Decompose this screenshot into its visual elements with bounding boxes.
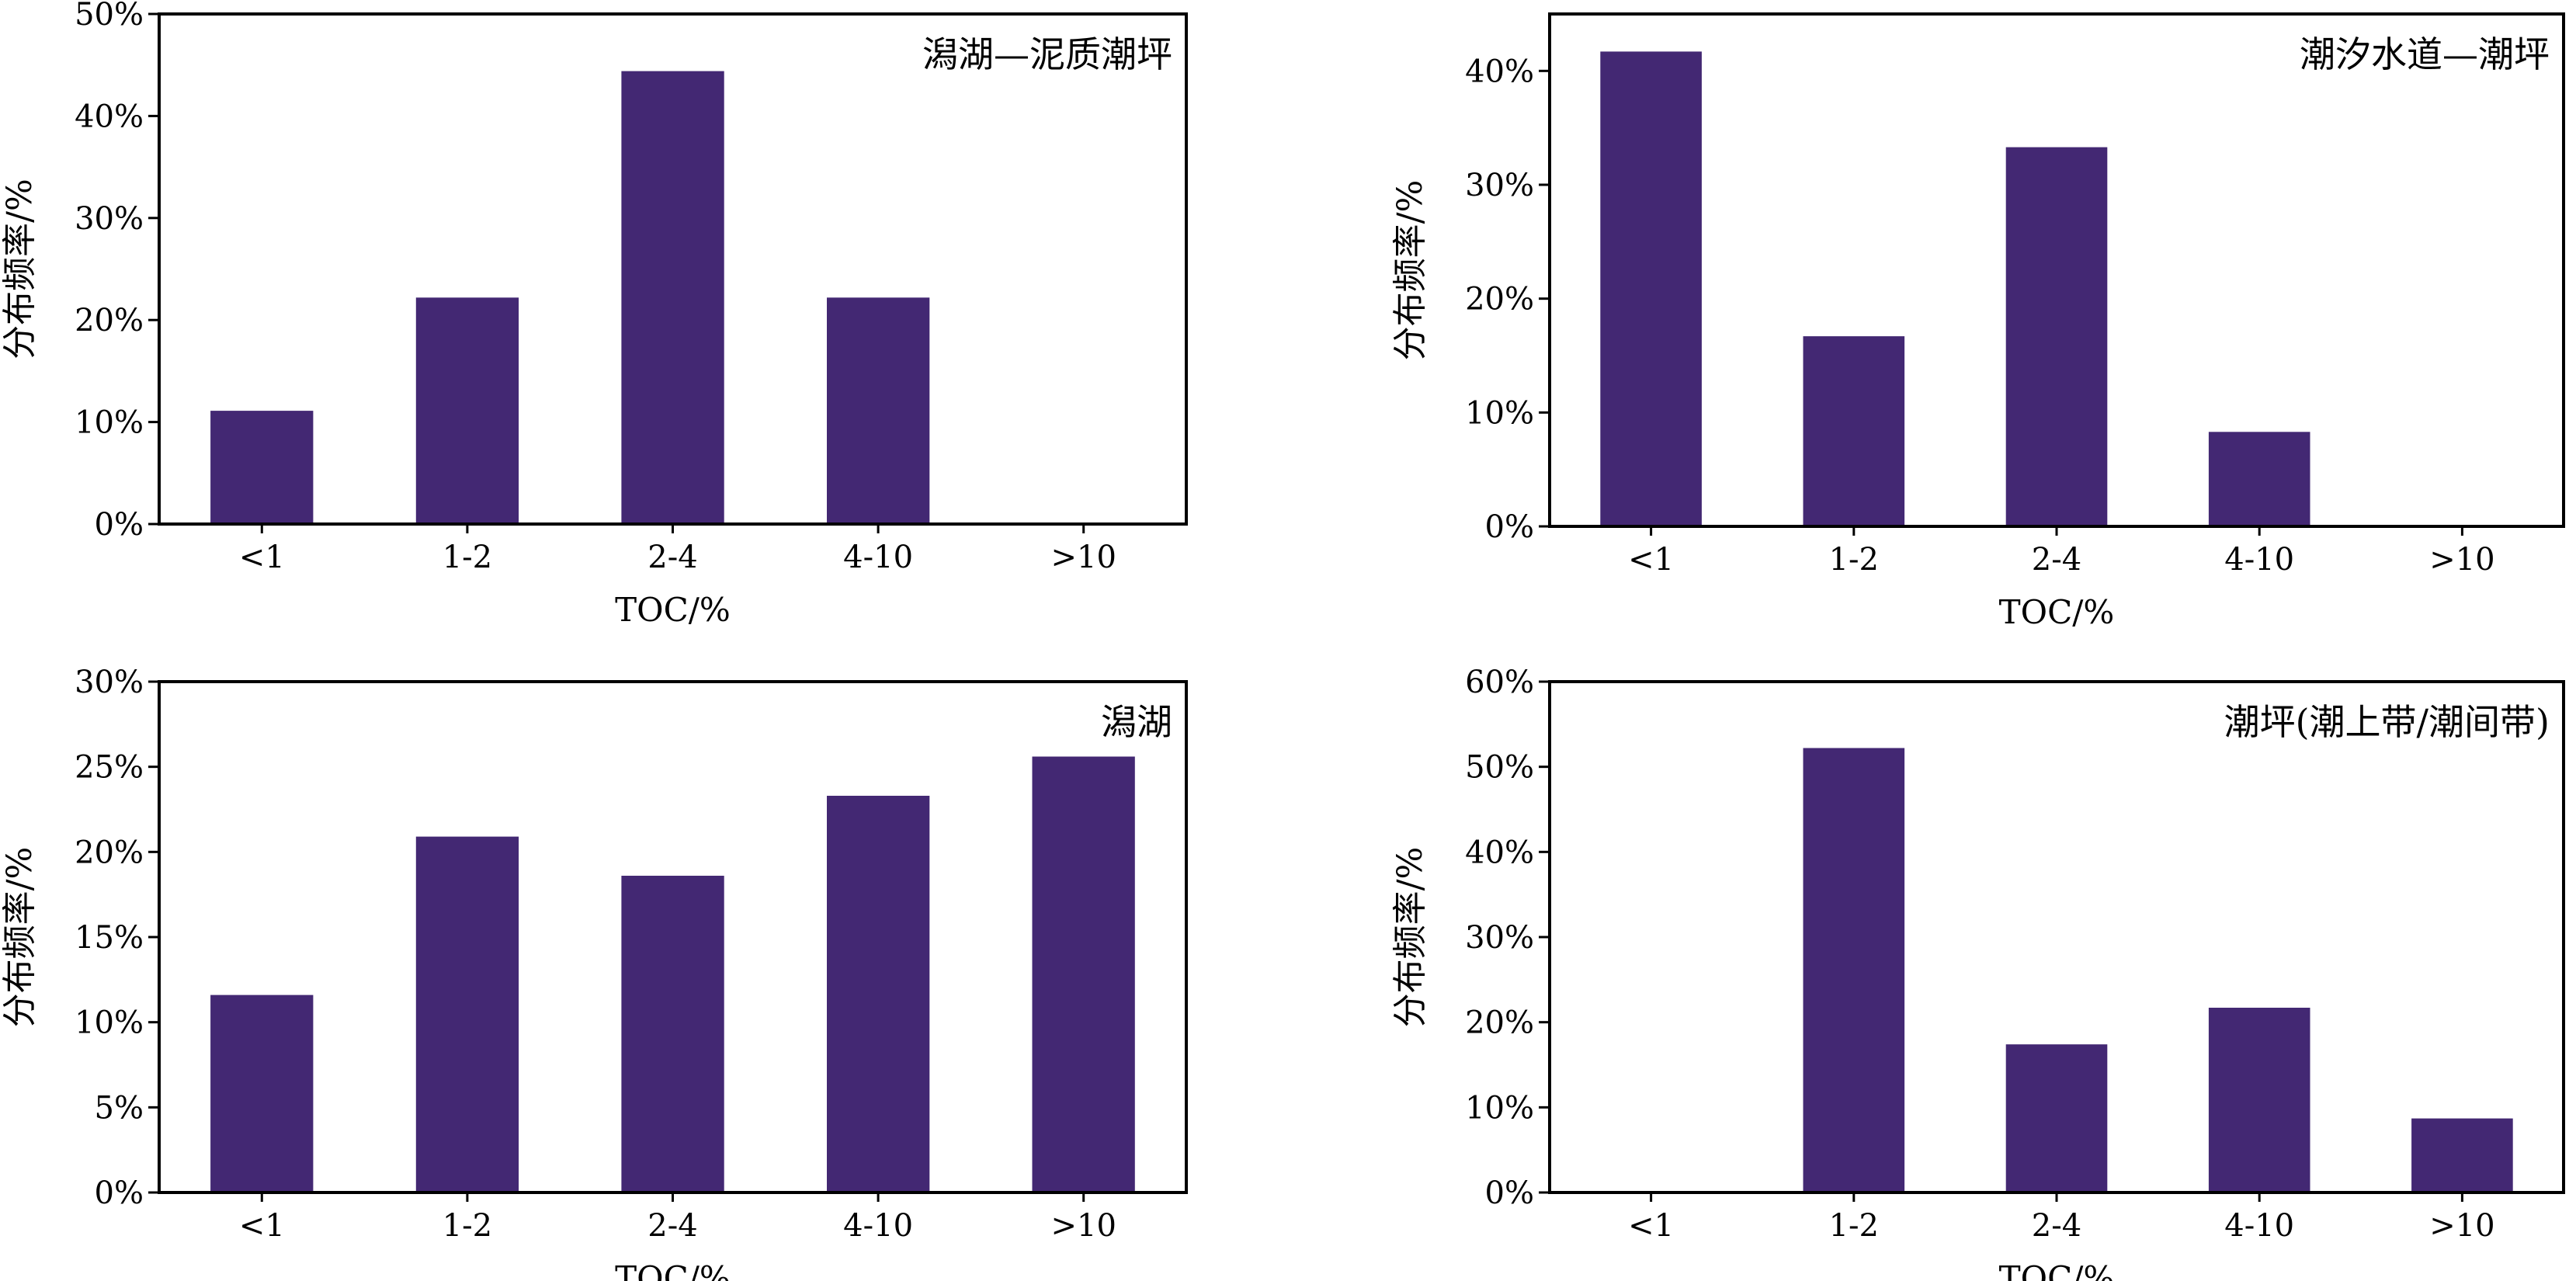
y-axis-label: 分布频率/% bbox=[0, 179, 40, 359]
y-tick-label: 40% bbox=[75, 99, 144, 134]
y-axis-label: 分布频率/% bbox=[0, 847, 40, 1028]
y-tick-label: 30% bbox=[75, 201, 144, 237]
panel-title: 潟湖—泥质潮坪 bbox=[922, 33, 1172, 75]
x-axis-label: TOC/% bbox=[615, 1259, 731, 1281]
x-tick-label: 2-4 bbox=[2032, 542, 2081, 578]
bar-3-3 bbox=[621, 876, 724, 1192]
panel-title: 潮坪(潮上带/潮间带) bbox=[2224, 701, 2550, 743]
panel-title: 潟湖 bbox=[1101, 701, 1172, 743]
y-tick-label: 5% bbox=[95, 1090, 144, 1126]
bar-4-3 bbox=[2005, 1044, 2108, 1192]
y-tick-label: 10% bbox=[1465, 395, 1534, 431]
y-tick-label: 30% bbox=[75, 665, 144, 700]
bar-2-4 bbox=[2208, 432, 2310, 526]
x-tick-label: 2-4 bbox=[647, 1208, 697, 1244]
y-axis-label: 分布频率/% bbox=[1390, 847, 1430, 1028]
bar-1-4 bbox=[827, 297, 930, 524]
bar-1-1 bbox=[210, 411, 314, 524]
x-tick-label: <1 bbox=[239, 1208, 285, 1244]
bar-3-1 bbox=[210, 995, 314, 1192]
x-tick-label: >10 bbox=[1050, 1208, 1116, 1244]
x-tick-label: >10 bbox=[1050, 540, 1116, 575]
x-tick-label: 1-2 bbox=[1829, 542, 1879, 578]
chart-panel-3: 0% 5% 10% 15% 20% 25% 30% <1 1-2 2-4 4-10 >10 TOC/% 分… bbox=[0, 665, 1188, 1281]
y-tick-label: 10% bbox=[1465, 1090, 1534, 1126]
y-tick-label: 20% bbox=[75, 835, 144, 870]
bar-1-2 bbox=[415, 297, 519, 524]
bar-2-1 bbox=[1600, 51, 1702, 526]
bar-3-2 bbox=[415, 836, 519, 1192]
bar-2-3 bbox=[2005, 147, 2108, 526]
y-tick-label: 40% bbox=[1465, 835, 1534, 870]
x-tick-label: 4-10 bbox=[2224, 542, 2294, 578]
x-axis-label: TOC/% bbox=[615, 591, 731, 629]
y-tick-label: 50% bbox=[1465, 750, 1534, 786]
y-tick-label: 0% bbox=[95, 1175, 144, 1211]
y-tick-label: 40% bbox=[1465, 54, 1534, 89]
y-tick-label: 0% bbox=[1485, 1175, 1534, 1211]
y-tick-label: 0% bbox=[95, 507, 144, 543]
x-axis-label: TOC/% bbox=[1999, 1259, 2115, 1281]
y-tick-label: 10% bbox=[75, 405, 144, 441]
x-tick-label: <1 bbox=[239, 540, 285, 575]
bar-3-4 bbox=[827, 796, 930, 1192]
y-tick-label: 50% bbox=[75, 0, 144, 33]
bar-3-5 bbox=[1032, 756, 1135, 1192]
y-tick-label: 20% bbox=[75, 303, 144, 338]
bar-4-2 bbox=[1803, 748, 1905, 1192]
x-tick-label: 2-4 bbox=[2032, 1208, 2081, 1244]
x-axis-label: TOC/% bbox=[1999, 593, 2115, 631]
x-tick-label: 1-2 bbox=[443, 1208, 492, 1244]
x-tick-label: <1 bbox=[1628, 1208, 1674, 1244]
bar-4-4 bbox=[2208, 1008, 2310, 1192]
bar-2-2 bbox=[1803, 336, 1905, 526]
x-tick-label: 4-10 bbox=[843, 540, 913, 575]
x-tick-label: 4-10 bbox=[2224, 1208, 2294, 1244]
y-tick-label: 20% bbox=[1465, 282, 1534, 318]
x-tick-label: >10 bbox=[2429, 1208, 2494, 1244]
y-tick-label: 15% bbox=[75, 920, 144, 956]
bar-1-3 bbox=[621, 71, 724, 525]
y-axis-label: 分布频率/% bbox=[1390, 180, 1430, 361]
bar-4-5 bbox=[2411, 1118, 2513, 1192]
chart-panel-1: 0% 10% 20% 30% 40% 50% <1 1-2 2-4 4-10 >10 TOC/% 分布频… bbox=[0, 0, 1188, 629]
chart-panel-4: 0% 10% 20% 30% 40% 50% 60% <1 1-2 2-4 4-10 >10 TOC/%… bbox=[1390, 665, 2565, 1281]
x-tick-label: 2-4 bbox=[647, 540, 697, 575]
x-tick-label: >10 bbox=[2429, 542, 2494, 578]
y-tick-label: 20% bbox=[1465, 1005, 1534, 1041]
y-tick-label: 30% bbox=[1465, 920, 1534, 956]
x-tick-label: 4-10 bbox=[843, 1208, 913, 1244]
y-tick-label: 10% bbox=[75, 1005, 144, 1041]
y-tick-label: 0% bbox=[1485, 509, 1534, 545]
y-tick-label: 30% bbox=[1465, 168, 1534, 203]
y-tick-label: 60% bbox=[1465, 665, 1534, 700]
x-tick-label: <1 bbox=[1628, 542, 1674, 578]
chart-panel-2: 0% 10% 20% 30% 40% <1 1-2 2-4 4-10 >10 TOC/% 分布频率/%… bbox=[1390, 12, 2565, 631]
panel-title: 潮汐水道—潮坪 bbox=[2300, 33, 2550, 75]
x-tick-label: 1-2 bbox=[443, 540, 492, 575]
x-tick-label: 1-2 bbox=[1829, 1208, 1879, 1244]
y-tick-label: 25% bbox=[75, 750, 144, 786]
